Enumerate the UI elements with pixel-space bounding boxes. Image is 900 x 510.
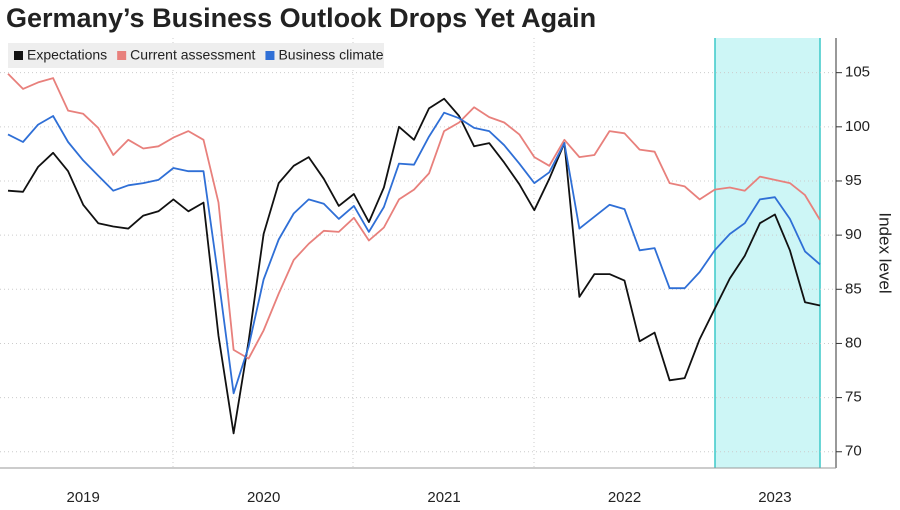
series-line — [7, 111, 821, 395]
y-tick-label: 80 — [845, 334, 862, 351]
legend-swatch — [117, 51, 127, 60]
year-separators — [172, 38, 535, 468]
legend-box — [8, 43, 384, 68]
y-tick-label: 105 — [845, 64, 870, 81]
series-line — [7, 97, 821, 435]
x-tick-label: 2022 — [608, 489, 641, 506]
y-tick-label: 70 — [845, 443, 862, 460]
legend-swatch — [14, 51, 23, 60]
legend-label: Expectations — [27, 47, 107, 63]
y-tick-label: 100 — [845, 118, 870, 135]
y-tick-label: 75 — [845, 389, 862, 406]
y-tick-label: 85 — [845, 280, 862, 297]
legend-label: Business climate — [278, 47, 383, 63]
x-tick-label: 2023 — [758, 489, 791, 506]
legend-swatch — [265, 51, 275, 60]
series-line — [7, 73, 821, 360]
y-tick-label: 90 — [845, 226, 862, 243]
highlight-region — [715, 38, 820, 468]
y-tick-label: 95 — [845, 172, 862, 189]
x-tick-label: 2020 — [247, 489, 280, 506]
chart-title: Germany’s Business Outlook Drops Yet Aga… — [6, 3, 596, 33]
x-tick-label: 2019 — [66, 489, 99, 506]
x-tick-label: 2021 — [427, 489, 460, 506]
legend-label: Current assessment — [130, 47, 255, 63]
y-axis-label: Index level — [876, 212, 895, 293]
